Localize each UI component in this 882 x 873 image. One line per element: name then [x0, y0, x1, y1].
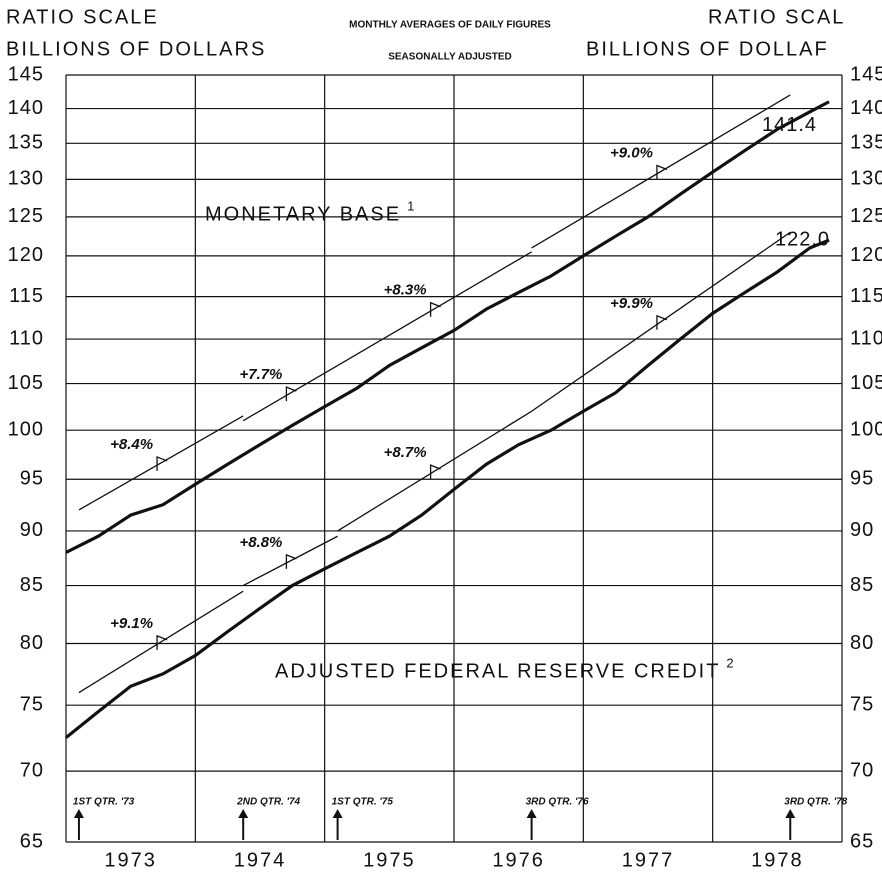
y-tick-label-right: 140: [850, 97, 882, 119]
y-tick-label: 85: [20, 574, 44, 596]
y-axis-label-right: BILLIONS OF DOLLAF: [586, 38, 829, 60]
quarter-label: 3RD QTR. '78: [784, 797, 847, 808]
quarter-label: 1ST QTR. '75: [332, 797, 394, 808]
trend-line: [78, 590, 244, 694]
y-tick-label-right: 75: [850, 693, 874, 715]
trend-line: [78, 415, 244, 511]
y-tick-label-right: 65: [850, 830, 874, 852]
y-tick-label: 110: [9, 327, 44, 349]
trend-line: [242, 535, 338, 587]
y-tick-label-right: 115: [850, 285, 882, 307]
end-value-label: 122.0: [775, 228, 830, 250]
trend-label: +9.9%: [610, 295, 653, 312]
trend-label: +9.0%: [610, 144, 653, 161]
y-tick-label: 145: [8, 63, 44, 85]
y-axis-label-right: RATIO SCAL: [708, 6, 845, 28]
quarter-label: 1ST QTR. '73: [73, 797, 135, 808]
y-tick-label-right: 130: [850, 168, 882, 190]
y-tick-label: 65: [20, 830, 44, 852]
y-tick-label: 90: [20, 519, 44, 541]
series-name: ADJUSTED FEDERAL RESERVE CREDIT: [275, 660, 720, 682]
y-tick-label: 70: [20, 759, 44, 781]
trend-tick: [656, 314, 668, 330]
x-tick-label: 1977: [622, 849, 675, 871]
quarter-arrowhead: [785, 809, 796, 818]
series-line: [65, 100, 830, 554]
trend-label: +7.7%: [239, 366, 282, 383]
y-tick-label: 115: [9, 285, 44, 307]
trend-label: +8.8%: [239, 534, 282, 551]
y-tick-label-right: 80: [850, 632, 874, 654]
y-tick-label-right: 120: [850, 244, 882, 266]
chart-subtitle: SEASONALLY ADJUSTED: [388, 52, 512, 63]
quarter-arrowhead: [238, 809, 249, 818]
y-tick-label: 130: [8, 168, 44, 190]
trend-label: +8.7%: [384, 444, 427, 461]
trend-label: +9.1%: [110, 615, 153, 632]
trend-tick: [429, 464, 441, 480]
x-tick-label: 1973: [104, 849, 157, 871]
quarter-label: 2ND QTR. '74: [236, 797, 300, 808]
series-line: [64, 238, 830, 739]
y-tick-label-right: 95: [850, 468, 874, 490]
y-tick-label: 125: [8, 205, 44, 227]
quarter-arrowhead: [73, 809, 84, 818]
trend-tick: [156, 634, 168, 650]
trend-label: +8.3%: [384, 282, 427, 299]
y-tick-label-right: 145: [850, 63, 882, 85]
y-tick-label-right: 100: [850, 418, 882, 440]
series-name: MONETARY BASE: [205, 203, 401, 225]
trend-label: +8.4%: [110, 436, 153, 453]
y-tick-label: 75: [20, 693, 44, 715]
y-axis-label-left: BILLIONS OF DOLLARS: [6, 38, 266, 60]
y-tick-label: 140: [8, 97, 44, 119]
y-tick-label: 80: [20, 632, 44, 654]
x-tick-label: 1976: [492, 849, 545, 871]
series-footnote: 2: [726, 655, 733, 670]
trend-line: [242, 364, 338, 422]
end-value-label: 141.4: [762, 114, 817, 136]
y-tick-label: 135: [8, 132, 44, 154]
y-tick-label: 105: [8, 372, 44, 394]
trend-tick: [429, 301, 441, 317]
quarter-arrowhead: [526, 809, 537, 818]
y-tick-label-right: 70: [850, 759, 874, 781]
y-axis-label-left: RATIO SCALE: [6, 6, 159, 28]
x-tick-label: 1978: [751, 849, 804, 871]
y-tick-label-right: 90: [850, 519, 874, 541]
chart-title: MONTHLY AVERAGES OF DAILY FIGURES: [349, 20, 551, 31]
trend-tick: [285, 553, 297, 569]
y-tick-label-right: 135: [850, 132, 882, 154]
x-tick-label: 1974: [234, 849, 287, 871]
y-tick-label-right: 125: [850, 205, 882, 227]
y-tick-label: 95: [20, 468, 44, 490]
series-footnote: 1: [407, 198, 414, 213]
right-axis: 65 70 75 80 85 90 95 100 105 110 115 120 125 130 135 14…: [850, 63, 882, 852]
y-tick-label-right: 85: [850, 574, 874, 596]
y-tick-label: 100: [8, 418, 44, 440]
trend-line: [337, 410, 532, 532]
y-tick-label-right: 105: [850, 372, 882, 394]
trend-tick: [285, 386, 297, 402]
trend-line: [531, 231, 791, 412]
quarter-arrowhead: [332, 809, 343, 818]
y-tick-label: 120: [8, 244, 44, 266]
x-tick-label: 1975: [363, 849, 416, 871]
trend-line: [531, 94, 791, 249]
quarter-label: 3RD QTR. '76: [526, 797, 589, 808]
trend-tick: [656, 164, 668, 180]
trend-tick: [156, 455, 168, 471]
trend-line: [337, 251, 532, 367]
y-tick-label-right: 110: [850, 327, 882, 349]
